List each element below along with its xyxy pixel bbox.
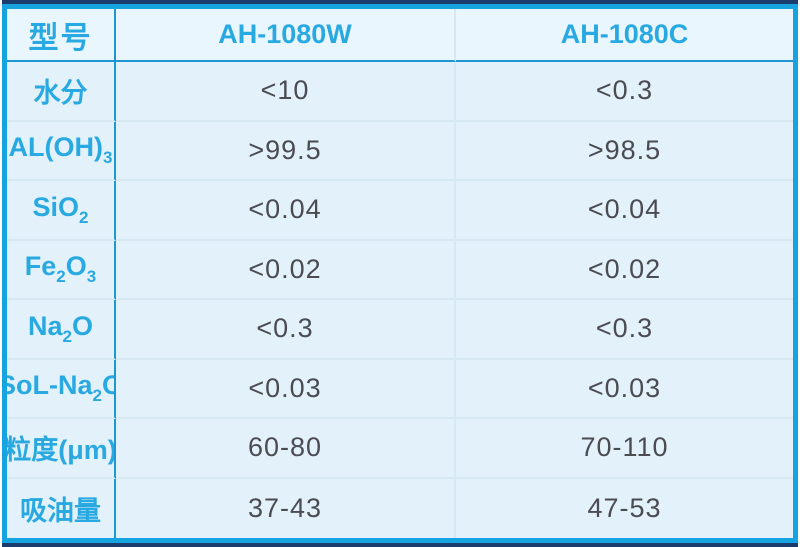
header-col-ah-1080c: AH-1080C bbox=[456, 9, 793, 62]
cell-value: 47-53 bbox=[587, 492, 662, 523]
column-header-label: AH-1080W bbox=[218, 19, 352, 49]
value-cell: 60-80 bbox=[116, 419, 456, 479]
row-label-cell: 水分 bbox=[7, 62, 116, 122]
row-label-cell: AL(OH)3 bbox=[7, 121, 116, 181]
row-label: 吸油量 bbox=[20, 495, 101, 526]
row-label: 水分 bbox=[33, 78, 88, 109]
value-cell: >99.5 bbox=[116, 121, 456, 181]
row-label-cell: SoL-Na2O bbox=[7, 359, 116, 419]
cell-value: <10 bbox=[260, 75, 310, 106]
header-model-cell: 型号 bbox=[7, 9, 116, 62]
value-cell: <0.03 bbox=[116, 359, 456, 419]
cell-value: <0.3 bbox=[256, 313, 314, 344]
table-inner-border: 型号 AH-1080W AH-1080C 水分 <10 <0.3 AL(OH)3 >99… bbox=[2, 4, 798, 543]
row-label: AL(OH)3 bbox=[8, 132, 113, 168]
cell-value: <0.3 bbox=[595, 313, 654, 344]
cell-value: 37-43 bbox=[247, 492, 323, 523]
cell-value: <0.02 bbox=[248, 253, 322, 284]
row-label: Na2O bbox=[28, 310, 93, 346]
row-label-cell: SiO2 bbox=[7, 181, 116, 241]
value-cell: <0.3 bbox=[116, 300, 456, 360]
row-label: SoL-Na2O bbox=[7, 370, 114, 406]
cell-value: <0.3 bbox=[595, 75, 654, 106]
cell-value: <0.02 bbox=[587, 253, 662, 284]
cell-value: <0.03 bbox=[248, 372, 322, 403]
value-cell: 37-43 bbox=[116, 478, 456, 538]
value-cell: <0.3 bbox=[456, 62, 793, 122]
cell-value: <0.04 bbox=[587, 194, 662, 225]
column-header-label: AH-1080C bbox=[560, 19, 689, 49]
value-cell: <0.03 bbox=[456, 359, 793, 419]
value-cell: 47-53 bbox=[456, 478, 793, 538]
table-grid: 型号 AH-1080W AH-1080C 水分 <10 <0.3 AL(OH)3 >99… bbox=[7, 9, 793, 538]
header-col-ah-1080w: AH-1080W bbox=[116, 9, 456, 62]
value-cell: <0.04 bbox=[116, 181, 456, 241]
value-cell: <0.3 bbox=[456, 300, 793, 360]
cell-value: <0.03 bbox=[587, 372, 662, 403]
value-cell: <10 bbox=[116, 62, 456, 122]
row-label: 粒度(μm) bbox=[7, 435, 116, 466]
value-cell: <0.02 bbox=[456, 240, 793, 300]
cell-value: >99.5 bbox=[248, 134, 322, 165]
cell-value: 60-80 bbox=[247, 432, 323, 463]
cell-value: <0.04 bbox=[248, 194, 322, 225]
cell-value: >98.5 bbox=[587, 134, 662, 165]
row-label-cell: 粒度(μm) bbox=[7, 419, 116, 479]
header-model-label: 型号 bbox=[28, 21, 93, 55]
row-label-cell: Fe2O3 bbox=[7, 240, 116, 300]
row-label: Fe2O3 bbox=[24, 251, 97, 287]
row-label: SiO2 bbox=[32, 191, 89, 227]
value-cell: 70-110 bbox=[456, 419, 793, 479]
value-cell: >98.5 bbox=[456, 121, 793, 181]
value-cell: <0.02 bbox=[116, 240, 456, 300]
value-cell: <0.04 bbox=[456, 181, 793, 241]
cell-value: 70-110 bbox=[580, 432, 669, 463]
row-label-cell: 吸油量 bbox=[7, 478, 116, 538]
row-label-cell: Na2O bbox=[7, 300, 116, 360]
